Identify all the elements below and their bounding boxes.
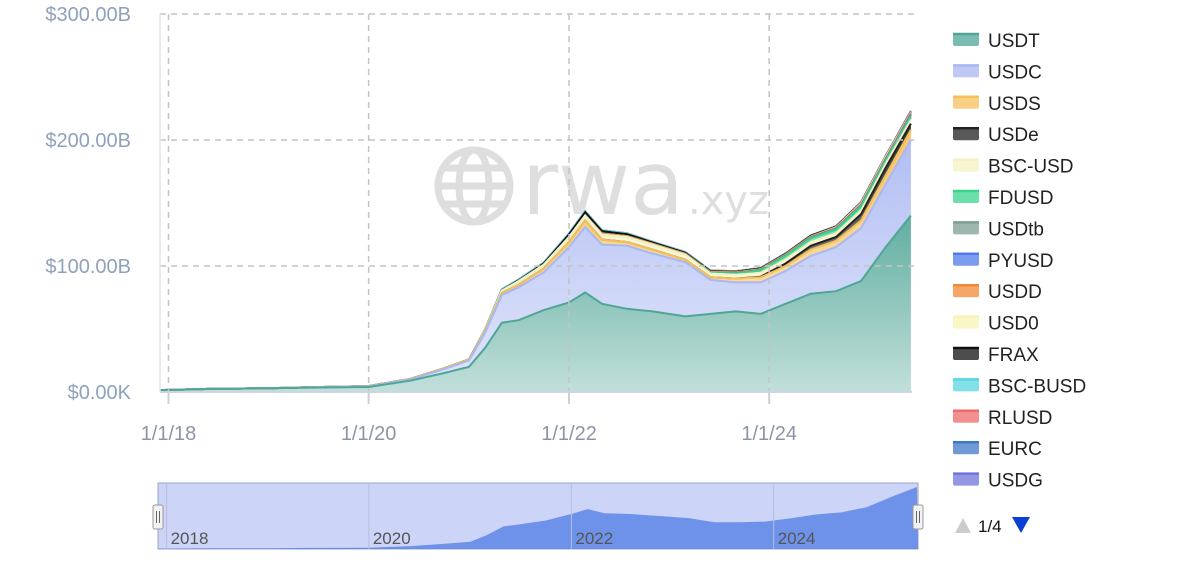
y-tick-label: $0.00K [68, 382, 132, 404]
navigator-right-handle[interactable] [912, 504, 924, 530]
x-tick-label: 1/1/18 [141, 423, 197, 445]
navigator-left-handle[interactable] [152, 504, 164, 530]
legend-item-usdt[interactable]: USDT [953, 31, 1040, 52]
legend-label: EURC [988, 439, 1042, 460]
legend-label: USDD [988, 282, 1042, 303]
legend-label: BSC-BUSD [988, 376, 1086, 397]
x-tick-label: 1/1/22 [541, 423, 597, 445]
legend-label: FDUSD [988, 188, 1053, 209]
legend-swatch [953, 253, 979, 266]
legend-label: USDS [988, 94, 1041, 115]
navigator-tick-label: 2024 [778, 529, 816, 548]
handle-grip[interactable] [912, 504, 924, 530]
y-tick-label: $100.00B [45, 256, 131, 278]
legend-label: USDC [988, 62, 1042, 83]
navigator-series-area [158, 487, 918, 549]
legend-swatch [953, 96, 979, 109]
legend-swatch [953, 442, 979, 455]
legend-label: USDG [988, 471, 1043, 492]
handle-grip[interactable] [152, 504, 164, 530]
navigator-tick-label: 2018 [171, 529, 209, 548]
legend-swatch [953, 34, 979, 46]
y-tick-label: $200.00B [45, 130, 131, 152]
legend-item-usde[interactable]: USDe [953, 125, 1039, 146]
legend-label: BSC-USD [988, 157, 1074, 178]
x-tick-label: 1/1/20 [341, 423, 397, 445]
legend-item-eurc[interactable]: EURC [953, 439, 1042, 460]
navigator[interactable]: 2018 2020 2022 2024 [152, 482, 924, 550]
pager-down-arrow-icon[interactable] [1012, 517, 1030, 533]
legend-item-usdg[interactable]: USDG [953, 471, 1043, 492]
legend-swatch [953, 379, 979, 392]
legend-item-usdd[interactable]: USDD [953, 282, 1042, 303]
legend-swatch [953, 348, 979, 360]
pager-text: 1/4 [978, 517, 1002, 536]
legend-item-pyusd[interactable]: PYUSD [953, 251, 1053, 272]
legend-swatch [953, 191, 979, 203]
legend-swatch [953, 159, 979, 172]
legend-label: USDT [988, 31, 1040, 52]
legend-swatch [953, 65, 979, 78]
y-tick-label: $300.00B [45, 4, 131, 26]
plot-area [159, 110, 912, 392]
axes: $0.00K $100.00B $200.00B $300.00B 1/1/18 1/1/… [45, 4, 918, 445]
legend-swatch [953, 473, 979, 486]
legend-label: PYUSD [988, 251, 1053, 272]
pager-up-arrow-icon[interactable] [955, 518, 971, 533]
legend-item-bsc-busd[interactable]: BSC-BUSD [953, 376, 1086, 397]
line-usdt [159, 214, 912, 392]
legend-swatch [953, 316, 979, 329]
legend-swatch [953, 285, 979, 298]
legend-label: RLUSD [988, 408, 1052, 429]
legend-swatch [953, 128, 979, 141]
legend-item-usd0[interactable]: USD0 [953, 314, 1039, 335]
area-usdt [160, 215, 911, 392]
legend-label: FRAX [988, 345, 1039, 366]
legend-item-usds[interactable]: USDS [953, 94, 1041, 115]
legend-swatch [953, 222, 979, 235]
navigator-tick-label: 2022 [575, 529, 613, 548]
legend-item-usdtb[interactable]: USDtb [953, 219, 1044, 240]
legend-item-bsc-usd[interactable]: BSC-USD [953, 157, 1074, 178]
legend-item-usdc[interactable]: USDC [953, 62, 1042, 83]
watermark-text-suffix: .xyz [688, 178, 769, 224]
legend-swatch [953, 410, 979, 423]
legend-label: USDe [988, 125, 1039, 146]
legend-pager: 1/4 [955, 517, 1030, 536]
legend-label: USDtb [988, 219, 1044, 240]
legend-item-frax[interactable]: FRAX [953, 345, 1039, 366]
x-tick-label: 1/1/24 [741, 423, 797, 445]
globe-icon [434, 146, 514, 226]
legend-label: USD0 [988, 314, 1039, 335]
watermark-text: rwa [522, 132, 684, 235]
navigator-tick-label: 2020 [373, 529, 411, 548]
watermark: rwa .xyz [434, 132, 769, 235]
legend-item-rlusd[interactable]: RLUSD [953, 408, 1052, 429]
legend-item-fdusd[interactable]: FDUSD [953, 188, 1053, 209]
legend: USDT USDC USDS USDe BSC-USD FDUSD USDtb PYUSD US… [953, 31, 1086, 492]
